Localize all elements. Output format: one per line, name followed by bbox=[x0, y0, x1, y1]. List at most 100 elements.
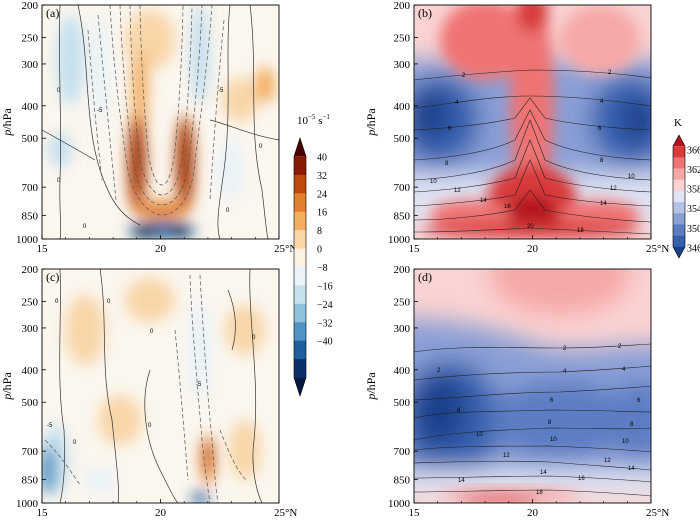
y-tick-label: 1000 bbox=[388, 234, 411, 246]
svg-text:14: 14 bbox=[458, 478, 465, 484]
x-tick-label: 15 bbox=[409, 507, 421, 519]
svg-text:14: 14 bbox=[480, 198, 487, 204]
colorbar-left: 10−5 s−1 40 32 24 16 8 0 −8 −16 −24 −32 −40 bbox=[293, 113, 333, 397]
colorbar-left-segment bbox=[294, 193, 306, 213]
colorbar-left-tick: −32 bbox=[317, 318, 333, 329]
panel-b-field bbox=[414, 5, 651, 239]
colorbar-left-tick: −40 bbox=[317, 337, 333, 348]
y-tick-label: 200 bbox=[394, 0, 411, 12]
y-tick-label: 300 bbox=[22, 323, 39, 335]
colorbar-right-tick: 350 bbox=[687, 224, 700, 235]
svg-text:14: 14 bbox=[628, 466, 635, 472]
y-tick-label: 500 bbox=[22, 397, 39, 409]
svg-text:14: 14 bbox=[540, 470, 547, 476]
colorbar-right-unit: K bbox=[674, 117, 682, 129]
colorbar-right-segment bbox=[673, 146, 685, 158]
x-tick-label: 20 bbox=[155, 243, 167, 255]
y-tick-label: 200 bbox=[22, 264, 39, 276]
x-tick-label: 25°N bbox=[646, 507, 669, 519]
colorbar-left-segment bbox=[294, 322, 306, 342]
panel-d-y-axis: 200 250 300 400 500 700 850 1000 bbox=[388, 264, 418, 510]
colorbar-left-ticks: 40 32 24 16 8 0 −8 −16 −24 −32 −40 bbox=[317, 152, 333, 347]
panel-a-field bbox=[42, 5, 279, 239]
panel-c: 0 0 0 0 0 0 -5 -5 (c) 200250300400500700… bbox=[0, 264, 297, 519]
colorbar-left-tick: 40 bbox=[317, 152, 327, 163]
y-tick-label: 400 bbox=[394, 365, 411, 377]
svg-text:4: 4 bbox=[455, 100, 459, 106]
panel-b-contour-labels: 2 2 4 4 6 6 8 8 10 10 12 12 14 14 16 18 … bbox=[430, 70, 635, 234]
y-tick-label: 250 bbox=[394, 32, 411, 44]
y-tick-label: 500 bbox=[394, 397, 411, 409]
colorbar-left-segment bbox=[294, 359, 306, 378]
colorbar-left-tick: 16 bbox=[317, 208, 327, 219]
svg-text:12: 12 bbox=[454, 188, 461, 194]
svg-text:14: 14 bbox=[600, 201, 607, 207]
x-tick-label: 15 bbox=[37, 243, 49, 255]
colorbar-left-segment bbox=[294, 211, 306, 231]
y-tick-label: 300 bbox=[394, 59, 411, 71]
panel-b-label: (b) bbox=[418, 6, 432, 20]
panel-b-y-axis: 200 250 300 400 500 700 850 1000 bbox=[388, 0, 418, 246]
panel-c-y-axis: 200 250 300 400 500 700 850 1000 bbox=[16, 264, 46, 510]
panel-d-field bbox=[414, 269, 651, 503]
colorbar-right-segment bbox=[673, 224, 685, 236]
colorbar-left-tick: 32 bbox=[317, 171, 327, 182]
colorbar-left-tick: −24 bbox=[317, 300, 333, 311]
colorbar-right-tick: 362 bbox=[687, 165, 700, 176]
colorbar-right: K 366 362 358 354 350 346 bbox=[672, 117, 700, 259]
y-tick-label: 250 bbox=[394, 296, 411, 308]
panel-d-label: (d) bbox=[418, 270, 432, 284]
panel-d-ylabel: p/hPa bbox=[364, 372, 378, 401]
svg-text:18: 18 bbox=[577, 228, 584, 234]
svg-text:8: 8 bbox=[548, 420, 552, 426]
panel-c-contour-labels: 0 0 0 0 0 0 -5 -5 bbox=[47, 299, 256, 446]
svg-text:2: 2 bbox=[437, 368, 441, 374]
y-tick-label: 1000 bbox=[16, 234, 39, 246]
panel-b-ylabel: p/hPa bbox=[364, 108, 378, 137]
svg-text:2: 2 bbox=[563, 346, 567, 352]
y-tick-label: 200 bbox=[22, 0, 39, 12]
y-tick-label: 200 bbox=[394, 264, 411, 276]
y-tick-label: 400 bbox=[394, 101, 411, 113]
svg-text:0: 0 bbox=[57, 88, 61, 94]
svg-text:-5: -5 bbox=[47, 423, 53, 429]
y-tick-label: 400 bbox=[22, 365, 39, 377]
svg-text:0: 0 bbox=[148, 423, 152, 429]
colorbar-left-segment bbox=[294, 248, 306, 268]
panel-a-label: (a) bbox=[46, 6, 59, 20]
x-tick-label: 25°N bbox=[274, 243, 297, 255]
x-tick-label: 20 bbox=[155, 507, 167, 519]
svg-text:0: 0 bbox=[150, 329, 154, 335]
panel-a-ylabel: p/hPa bbox=[0, 108, 14, 137]
svg-text:16: 16 bbox=[504, 204, 511, 210]
colorbar-left-bar bbox=[293, 137, 307, 397]
svg-text:0: 0 bbox=[226, 208, 230, 214]
x-tick-label: 20 bbox=[527, 243, 539, 255]
panel-c-field bbox=[42, 269, 279, 503]
colorbar-right-segment bbox=[673, 235, 685, 248]
colorbar-right-segment bbox=[673, 135, 685, 147]
svg-text:8: 8 bbox=[630, 422, 634, 428]
svg-text:8: 8 bbox=[445, 161, 449, 167]
x-tick-label: 25°N bbox=[274, 507, 297, 519]
panel-d-x-axis: 15 20 25°N bbox=[409, 499, 669, 519]
y-tick-label: 300 bbox=[22, 59, 39, 71]
x-tick-label: 20 bbox=[527, 507, 539, 519]
svg-text:0: 0 bbox=[83, 224, 87, 230]
colorbar-left-segment bbox=[294, 174, 306, 194]
colorbar-left-tick: −16 bbox=[317, 281, 333, 292]
panel-a-contour-labels: 0 0 -5 -5 0 0 0 bbox=[57, 88, 263, 230]
svg-text:6: 6 bbox=[448, 126, 452, 132]
y-tick-label: 850 bbox=[22, 210, 39, 222]
svg-text:-5: -5 bbox=[196, 382, 202, 388]
svg-text:4: 4 bbox=[600, 99, 604, 105]
svg-text:16: 16 bbox=[578, 476, 585, 482]
colorbar-right-tick: 346 bbox=[687, 243, 700, 254]
svg-text:12: 12 bbox=[604, 458, 611, 464]
colorbar-right-segment bbox=[673, 157, 685, 169]
svg-text:10: 10 bbox=[550, 437, 557, 443]
svg-text:8: 8 bbox=[600, 158, 604, 164]
svg-text:-5: -5 bbox=[218, 88, 224, 94]
colorbar-left-tick: −8 bbox=[317, 263, 328, 274]
svg-text:4: 4 bbox=[622, 367, 626, 373]
